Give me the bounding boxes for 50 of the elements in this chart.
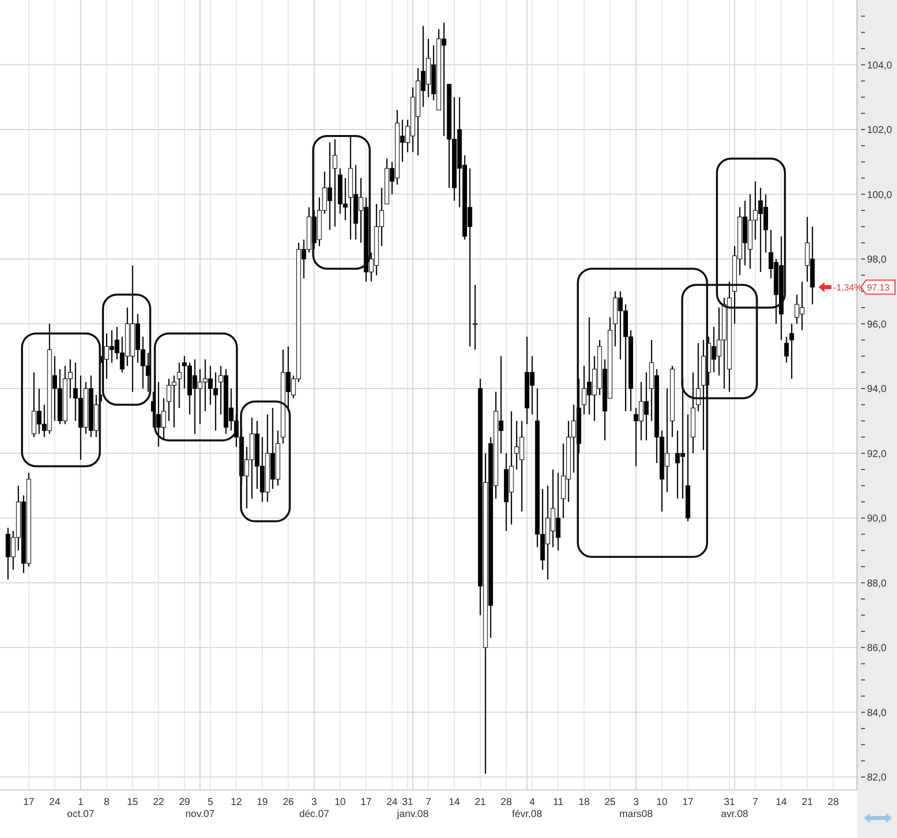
x-tick-label: 12 [230, 797, 242, 808]
x-tick-label: 18 [578, 797, 590, 808]
x-tick-label: 1 oct.07 [67, 797, 95, 820]
x-tick-label: 21 [802, 797, 814, 808]
x-tick-label: nov.07 [185, 809, 216, 820]
x-tick-label: 21 [474, 797, 486, 808]
x-tick-label: 19 [256, 797, 268, 808]
x-tick-label: 28 [500, 797, 512, 808]
x-tick-label: 8 [104, 797, 110, 808]
x-tick-label: 10 [656, 797, 668, 808]
text: 97.13 [867, 282, 890, 292]
x-tick-label: 7 [752, 797, 759, 808]
x-tick-label: 5 [208, 797, 214, 808]
y-tick-label: 90,0 [867, 514, 887, 525]
y-tick-label: 94,0 [867, 384, 887, 396]
x-tick-label: 7 [426, 797, 432, 808]
x-tick-label: 26 [282, 797, 294, 808]
x-tick-label: avr.08 [720, 809, 749, 820]
x-tick-label: 11 [552, 797, 564, 808]
x-tick-label: 10 [334, 797, 346, 808]
x-tick-label: 17 [682, 797, 694, 808]
x-tick-label: 31 [402, 797, 414, 808]
y-tick-label: 102,0 [867, 125, 892, 136]
annotation: -1,34% [833, 282, 862, 292]
x-tick-label: 31 [724, 797, 736, 808]
x-tick-label: 3 déc.07 [299, 797, 330, 820]
x-tick-label: 3 mars08 [619, 797, 654, 820]
y-tick-label: 104,0 [867, 60, 892, 72]
x-tick-label: 28 [828, 797, 840, 808]
x-tick-label: 22 [152, 797, 165, 808]
x-tick-label: 24 [386, 797, 398, 808]
y-tick-label: 98,0 [867, 254, 887, 266]
x-tick-label: 15 [126, 797, 139, 808]
x-tick-label: 17 [360, 797, 372, 808]
y-tick-label: 88,0 [867, 578, 887, 590]
x-tick-label: 17 [23, 797, 35, 808]
y-tick-label: 84,0 [867, 708, 887, 719]
y-tick-label: 92,0 [867, 448, 887, 460]
x-tick-label: janv.08 [396, 809, 430, 820]
x-tick-label: févr.08 [512, 809, 542, 820]
y-tick-label: 82,0 [867, 772, 887, 784]
x-tick-label: 14 [448, 797, 460, 808]
y-tick-label: 100,0 [867, 190, 892, 201]
y-tick-label: 86,0 [867, 643, 887, 654]
x-tick-label: 14 [776, 797, 788, 808]
y-tick-label: 96,0 [867, 319, 887, 330]
x-tick-label: 24 [49, 797, 61, 808]
x-tick-label: 4 [529, 797, 536, 808]
x-tick-label: 25 [604, 797, 616, 808]
x-tick-label: 29 [178, 797, 190, 808]
